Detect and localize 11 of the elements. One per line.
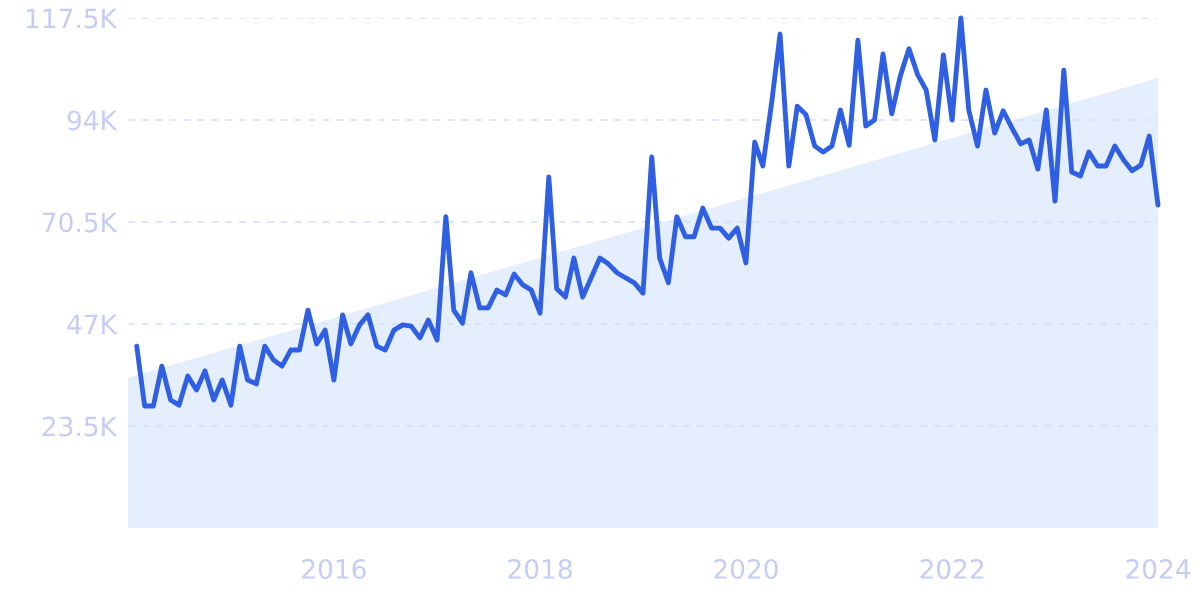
line-series (134, 15, 1161, 409)
y-tick-label: 117.5K (26, 8, 118, 29)
x-tick-label: 2020 (714, 559, 778, 579)
x-tick-label: 2016 (302, 559, 366, 579)
y-tick-label: 47K (67, 314, 118, 335)
x-tick-label: 2024 (1126, 559, 1191, 579)
y-tick-label: 70.5K (42, 212, 118, 233)
y-tick-label: 94K (67, 110, 118, 131)
y-tick-label: 23.5K (42, 416, 118, 437)
x-tick-label: 2022 (920, 559, 984, 579)
x-tick-label: 2018 (508, 559, 572, 579)
